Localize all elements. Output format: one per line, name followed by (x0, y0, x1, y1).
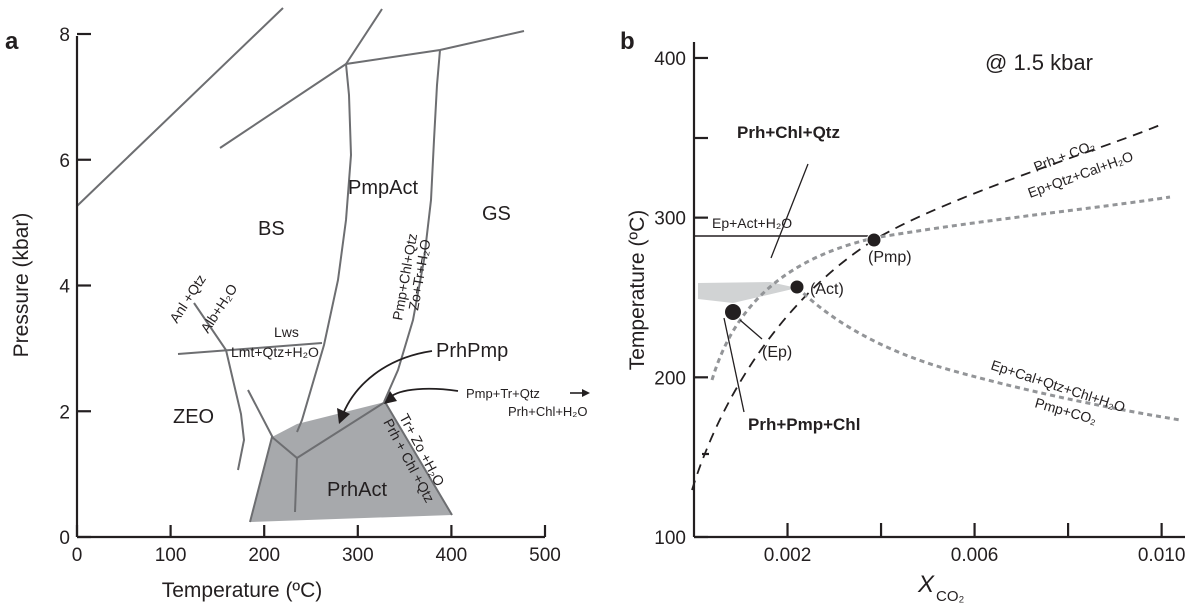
panel-b-x-title-sub: CO₂ (936, 588, 965, 605)
b-y-tick-label: 300 (654, 209, 686, 230)
prhact-field (250, 402, 452, 522)
b-x-tick-label: 0.010 (1138, 545, 1186, 566)
label-act-point: (Act) (810, 281, 844, 298)
boundary-prhact-inner (294, 457, 298, 513)
boundary-gs-upper (219, 30, 525, 149)
a-x-tick-label: 300 (342, 545, 374, 566)
panel-a-x-title: Temperature (ºC) (162, 579, 323, 602)
condition-label: @ 1.5 kbar (985, 50, 1093, 75)
panel-b-x-title: X (917, 571, 935, 598)
boundary-bs-pmpact (296, 63, 353, 433)
b-y-tick-label: 400 (654, 49, 686, 70)
arrow-right-small-head (582, 389, 590, 397)
rxn-alb-h2o: Alb+H₂O (197, 281, 240, 336)
field-prhact: PrhAct (327, 479, 387, 501)
b-x-tick-label: 0.006 (951, 545, 999, 566)
boundary-pmpact-top (345, 8, 383, 65)
panel-b-ticks: 100 200 300 400 0.002 0.006 0.010 (654, 49, 1185, 566)
panel-a-letter: a (5, 28, 19, 55)
field-prhpmp: PrhPmp (436, 340, 508, 362)
a-x-tick-label: 0 (72, 545, 83, 566)
field-bs: BS (258, 218, 285, 240)
panel-a: a 0 100 200 300 400 500 0 2 4 6 8 Temperature (ºC)… (5, 7, 590, 602)
arrow-pmp-tr-qtz-head (384, 391, 397, 404)
boundary-anl-alb (193, 302, 246, 471)
boundary-lws-lmt (177, 342, 323, 355)
a-y-tick-label: 4 (59, 277, 70, 298)
a-x-tick-label: 200 (248, 545, 280, 566)
arrow-prhpmp-head (337, 408, 350, 424)
a-x-tick-label: 100 (155, 545, 187, 566)
rxn-lmt: Lmt+Qtz+H₂O (231, 344, 319, 360)
boundary-pmpact-gs (383, 49, 441, 403)
light-field (698, 282, 797, 303)
rxn-pmp-tr-qtz: Pmp+Tr+Qtz (466, 386, 540, 401)
field-pmpact: PmpAct (348, 177, 418, 199)
label-prh-pmp-chl: Prh+Pmp+Chl (748, 415, 860, 434)
boundary-bs-upper (76, 7, 284, 207)
label-prh-chl-qtz: Prh+Chl+Qtz (737, 123, 840, 142)
point-act (790, 280, 804, 294)
reaction-boundaries (76, 7, 525, 523)
leader-prh-pmp-chl (723, 317, 745, 413)
a-x-tick-label: 400 (436, 545, 468, 566)
rxn-prh-chl-h2o: Prh+Chl+H₂O (508, 404, 587, 419)
b-y-tick-label: 100 (654, 528, 686, 549)
b-y-tick-label: 200 (654, 368, 686, 389)
field-zeo: ZEO (173, 406, 214, 428)
field-gs: GS (482, 203, 511, 225)
panel-a-y-title: Pressure (kbar) (10, 213, 33, 358)
a-y-tick-label: 6 (59, 151, 70, 172)
arrow-pmp-tr-qtz (388, 387, 459, 399)
b-x-tick-label: 0.002 (764, 545, 812, 566)
arrow-prhpmp (342, 350, 433, 415)
panel-b: b 100 200 300 400 0.002 0.006 0.010 Temperatur… (620, 28, 1185, 605)
a-y-tick-label: 0 (59, 528, 70, 549)
point-ep (725, 304, 741, 320)
label-ep-act-h2o: Ep+Act+H₂O (712, 215, 792, 231)
a-x-tick-label: 500 (529, 545, 561, 566)
a-y-tick-label: 2 (59, 402, 70, 423)
label-ep-point: (Ep) (762, 344, 792, 361)
curve-ep-cal (795, 285, 1181, 422)
leader-ep (739, 319, 763, 340)
boundary-zeo-prh (247, 389, 274, 439)
leader-prh-chl-qtz (770, 163, 809, 259)
a-y-tick-label: 8 (59, 25, 70, 46)
point-pmp (866, 232, 882, 248)
curve-prh-co2 (691, 124, 1161, 491)
panel-a-ticks: 0 100 200 300 400 500 0 2 4 6 8 (59, 25, 560, 566)
rxn-lws: Lws (274, 324, 299, 340)
label-pmp-point: (Pmp) (868, 249, 912, 266)
panel-b-letter: b (620, 28, 635, 55)
panel-b-y-title: Temperature (ºC) (626, 210, 649, 371)
